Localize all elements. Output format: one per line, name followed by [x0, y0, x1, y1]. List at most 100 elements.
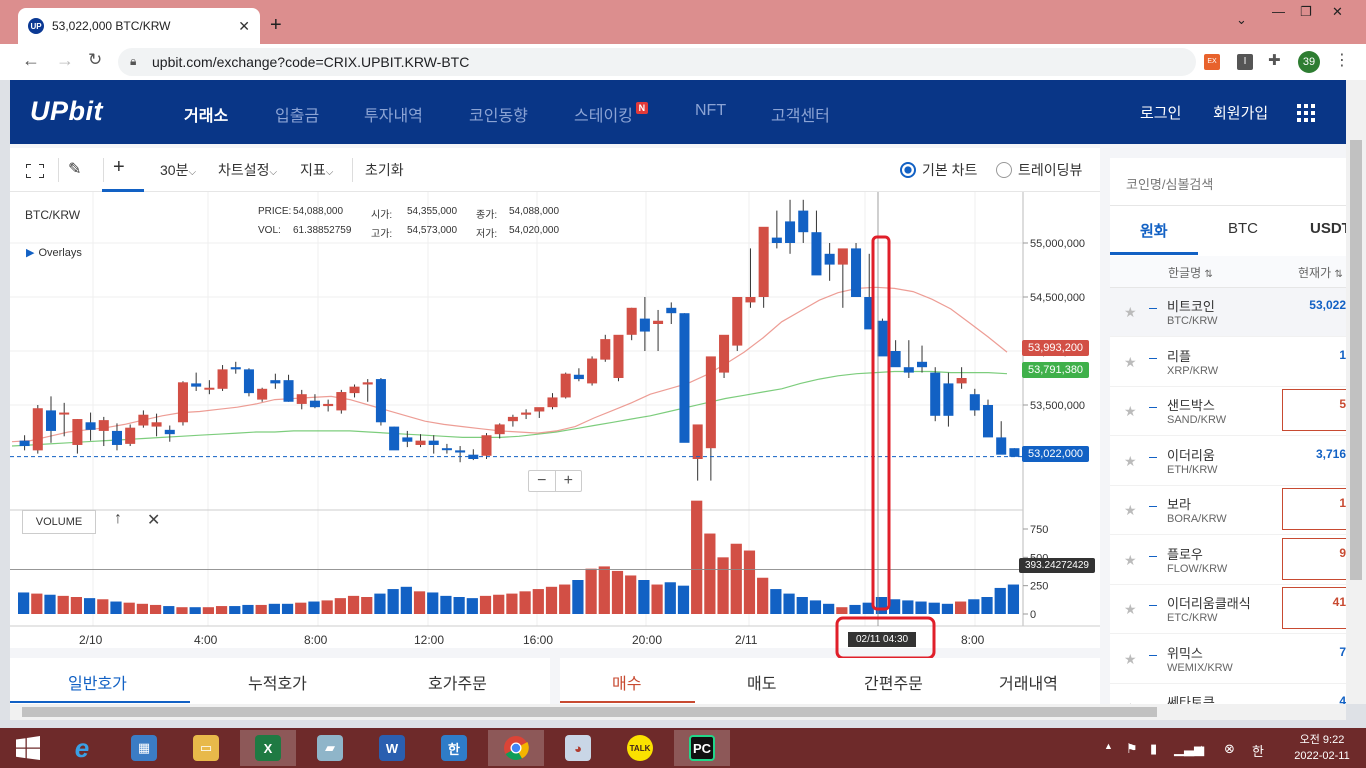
coin-row[interactable]: ★ 이더리움 ETH/KRW 3,716: [1110, 437, 1346, 486]
tray-flag-icon[interactable]: ⚑: [1126, 741, 1138, 756]
browser-tab[interactable]: UP 53,022,000 BTC/KRW ✕: [18, 8, 260, 44]
windows-taskbar: e ▦ ▭ X ▰ W 한 ◕ TALK PC: [0, 728, 1366, 768]
fullscreen-icon[interactable]: [26, 164, 44, 178]
nav-deposit[interactable]: 입출금: [275, 108, 320, 125]
coin-row[interactable]: ★ 비트코인 BTC/KRW 53,022: [1110, 288, 1346, 337]
taskbar-kakaotalk[interactable]: TALK: [612, 730, 668, 766]
coin-price: 53,022: [1309, 298, 1346, 312]
back-icon[interactable]: ←: [22, 50, 40, 70]
taskbar-chrome[interactable]: [488, 730, 544, 766]
tab-usdt[interactable]: USDT: [1310, 220, 1346, 237]
upbit-logo[interactable]: UPbit: [30, 96, 103, 126]
address-bar[interactable]: 🔒︎ upbit.com/exchange?code=CRIX.UPBIT.KR…: [118, 48, 1196, 76]
favorite-star-icon[interactable]: ★: [1124, 601, 1137, 617]
tradingview-label: 트레이딩뷰: [1018, 162, 1083, 178]
col-price-header[interactable]: 현재가 ⇅: [1298, 264, 1343, 281]
tray-close-icon[interactable]: ⊗: [1224, 741, 1235, 756]
taskbar-paint[interactable]: ◕: [550, 730, 606, 766]
favorite-star-icon[interactable]: ★: [1124, 403, 1137, 419]
extension-icon[interactable]: EX: [1204, 54, 1220, 70]
close-tab-icon[interactable]: ✕: [238, 17, 250, 34]
puzzle-icon[interactable]: ✚: [1268, 52, 1281, 69]
signup-link[interactable]: 회원가입: [1213, 105, 1269, 122]
login-link[interactable]: 로그인: [1140, 105, 1182, 122]
favorite-star-icon[interactable]: ★: [1124, 304, 1137, 320]
nav-support[interactable]: 고객센터: [771, 108, 830, 125]
tab-btc[interactable]: BTC: [1228, 220, 1258, 237]
coin-row[interactable]: ★ 위믹스 WEMIX/KRW 7: [1110, 635, 1346, 684]
profile-avatar[interactable]: 39: [1298, 51, 1320, 73]
new-tab-icon[interactable]: +: [270, 14, 282, 36]
nav-staking[interactable]: 스테이킹 N: [574, 102, 648, 126]
close-window-icon[interactable]: ✕: [1332, 4, 1343, 19]
chart-settings-select[interactable]: 차트설정⌵: [218, 160, 277, 180]
tab-search-icon[interactable]: ⌄: [1236, 12, 1247, 27]
forward-icon[interactable]: →: [56, 50, 74, 70]
overlays-toggle[interactable]: ▶ Overlays: [26, 246, 82, 259]
favorite-star-icon[interactable]: ★: [1124, 353, 1137, 370]
horizontal-scrollbar-thumb[interactable]: [22, 707, 1157, 717]
favorite-star-icon[interactable]: ★: [1124, 650, 1137, 667]
favorite-star-icon[interactable]: ★: [1124, 452, 1137, 469]
taskbar-hwp[interactable]: 한: [426, 730, 482, 766]
taskbar-clock[interactable]: 오전 9:22 2022-02-11: [1282, 732, 1362, 764]
taskbar-excel[interactable]: X: [240, 730, 296, 766]
tab-buy[interactable]: 매수: [612, 676, 642, 693]
coin-row[interactable]: ★ 플로우 FLOW/KRW 9: [1110, 536, 1346, 585]
tab-order-by-book[interactable]: 호가주문: [428, 676, 487, 693]
tab-orderbook[interactable]: 일반호가: [68, 676, 127, 693]
nav-exchange[interactable]: 거래소: [184, 108, 229, 125]
zoom-out-button[interactable]: −: [529, 471, 556, 491]
taskbar-control-panel[interactable]: ▦: [116, 730, 172, 766]
favorite-star-icon[interactable]: ★: [1124, 502, 1137, 518]
taskbar-ie[interactable]: e: [54, 730, 110, 766]
tab-cumulative[interactable]: 누적호가: [248, 676, 307, 693]
tray-network-icon[interactable]: ▁▃▅: [1174, 741, 1204, 756]
nav-nft[interactable]: NFT: [695, 102, 727, 119]
remove-indicator-icon[interactable]: ✕: [147, 512, 161, 529]
basic-chart-radio[interactable]: 기본 차트: [900, 160, 977, 180]
favorite-star-icon[interactable]: ★: [1124, 551, 1137, 568]
tab-krw[interactable]: 원화: [1140, 223, 1168, 240]
indicators-select[interactable]: 지표⌵: [300, 160, 333, 180]
tab-simple-order[interactable]: 간편주문: [864, 676, 923, 693]
tray-volume-icon[interactable]: 🔈︎: [1198, 741, 1206, 756]
draw-pencil-icon[interactable]: ✎: [68, 161, 82, 178]
coin-row[interactable]: ★ 리플 XRP/KRW 1: [1110, 338, 1346, 387]
candlestick-chart[interactable]: 55,000,00054,500,00054,000,00053,500,000…: [10, 192, 1100, 648]
coin-row[interactable]: ★ 이더리움클래식 ETC/KRW 41: [1110, 585, 1346, 634]
tray-expand-icon[interactable]: ▲: [1104, 741, 1113, 751]
coin-row[interactable]: ★ 보라 BORA/KRW 1: [1110, 486, 1346, 535]
extension-2-icon[interactable]: I: [1237, 54, 1253, 70]
start-button[interactable]: [0, 730, 56, 766]
interval-select[interactable]: 30분⌵: [160, 160, 196, 180]
crosshair-icon[interactable]: +: [113, 156, 125, 178]
app-grid-icon[interactable]: [1297, 104, 1315, 122]
nav-trends[interactable]: 코인동향: [469, 108, 528, 125]
taskbar-explorer[interactable]: ▭: [178, 730, 234, 766]
taskbar-pycharm[interactable]: PC: [674, 730, 730, 766]
menu-icon[interactable]: ⋮: [1334, 52, 1350, 69]
move-up-icon[interactable]: ↑: [114, 510, 122, 527]
tradingview-radio[interactable]: 트레이딩뷰: [996, 160, 1082, 180]
taskbar-word[interactable]: W: [364, 730, 420, 766]
tray-battery-icon[interactable]: ▮: [1150, 741, 1158, 756]
maximize-icon[interactable]: ❐: [1300, 4, 1312, 19]
taskbar-app[interactable]: ▰: [302, 730, 358, 766]
coin-row[interactable]: ★ 쎄타토큰 4: [1110, 684, 1346, 704]
zoom-in-button[interactable]: +: [563, 472, 573, 489]
candle-body: [125, 427, 136, 444]
tab-sell[interactable]: 매도: [747, 676, 777, 693]
tab-trade-history[interactable]: 거래내역: [999, 676, 1058, 693]
favorite-star-icon[interactable]: ★: [1124, 700, 1137, 704]
candle-body: [362, 382, 373, 385]
coin-search-input[interactable]: 코인명/심볼검색: [1110, 158, 1346, 206]
nav-investments[interactable]: 투자내역: [364, 108, 423, 125]
reload-icon[interactable]: ↻: [88, 50, 103, 69]
ime-indicator[interactable]: 한: [1252, 744, 1264, 759]
coin-row[interactable]: ★ 샌드박스 SAND/KRW 5: [1110, 387, 1346, 436]
col-name-header[interactable]: 한글명 ⇅: [1168, 264, 1213, 281]
minimize-icon[interactable]: —: [1272, 4, 1285, 19]
reset-button[interactable]: 초기화: [365, 162, 404, 178]
page-scrollbar-thumb[interactable]: [1350, 140, 1362, 580]
